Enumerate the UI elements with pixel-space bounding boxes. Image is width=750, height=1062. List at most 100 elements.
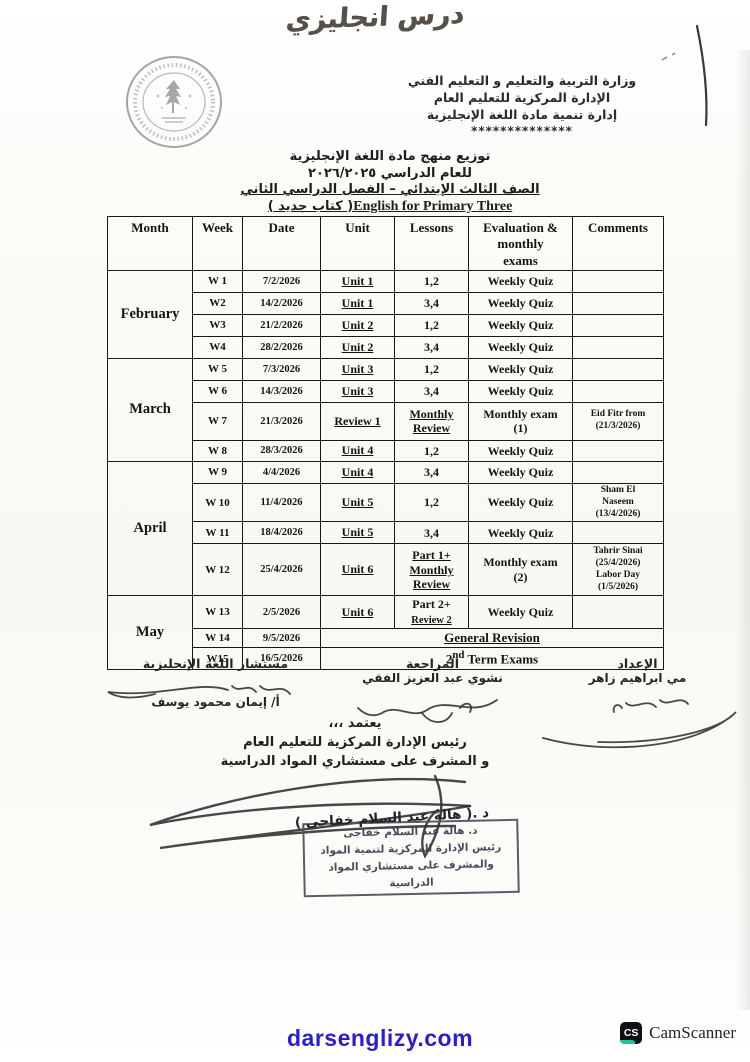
- month-cell: February: [107, 269, 193, 359]
- approval-signature: [149, 774, 472, 859]
- scan-edge-shadow: [736, 50, 750, 1010]
- week-cell: W 13: [192, 595, 243, 630]
- date-cell: 28/2/2026: [242, 335, 321, 359]
- unit-cell: Unit 5: [320, 521, 395, 545]
- comments-cell: [572, 521, 664, 545]
- date-cell: 11/4/2026: [242, 482, 321, 523]
- week-cell: W4: [192, 335, 243, 359]
- table-row: W 10 11/4/2026 Unit 5 1,2 Weekly Quiz Sh…: [108, 482, 664, 523]
- evaluation-cell: Weekly Quiz: [468, 595, 573, 630]
- consultant-block: مستشار اللغة الإنجليزية أ/ إيمان محمود ي…: [118, 656, 313, 709]
- month-cell: April: [107, 460, 193, 597]
- date-cell: 4/4/2026: [242, 460, 321, 484]
- week-cell: W 11: [192, 521, 243, 545]
- week-cell: W 8: [192, 439, 243, 462]
- week-cell: W 6: [192, 379, 243, 403]
- evaluation-cell: Weekly Quiz: [468, 460, 573, 484]
- evaluation-cell: Weekly Quiz: [468, 379, 573, 403]
- evaluation-cell: Weekly Quiz: [468, 482, 573, 523]
- col-header-week: Week: [192, 216, 243, 271]
- unit-cell: Unit 2: [320, 313, 395, 337]
- date-cell: 25/4/2026: [242, 543, 321, 597]
- approve-line-1: يعتمد ،،،: [328, 716, 382, 731]
- unit-cell: Review 1: [320, 401, 395, 441]
- official-stamp: د. هالة عبد السلام خفاجى رئيس الإدارة ال…: [302, 818, 520, 898]
- camscanner-icon: CS: [620, 1022, 643, 1044]
- unit-cell: Unit 2: [320, 335, 395, 359]
- comments-cell: [572, 357, 664, 381]
- table-row: W 6 14/3/2026 Unit 3 3,4 Weekly Quiz: [108, 379, 664, 403]
- col-header-month: Month: [107, 216, 193, 271]
- lessons-cell: 1,2: [394, 269, 469, 293]
- evaluation-cell: Monthly exam (2): [468, 543, 573, 597]
- week-cell: W 9: [192, 460, 243, 484]
- lessons-cell: 3,4: [394, 291, 469, 315]
- camscanner-watermark: CS CamScanner: [620, 1022, 736, 1044]
- stamp-line: والمشرف على مستشاري المواد الدراسية: [328, 858, 495, 890]
- table-row: W 12 25/4/2026 Unit 6 Part 1+ Monthly Re…: [108, 543, 664, 597]
- lessons-cell: 1,2: [394, 313, 469, 337]
- comments-cell: Eid Fitr from (21/3/2026): [572, 401, 664, 441]
- date-cell: 16/5/2026: [242, 647, 321, 670]
- title-line-2: للعام الدراسي ٢٠٢٦/٢٠٢٥: [308, 165, 472, 181]
- table-row: W15 16/5/2026 2nd Term Exams: [108, 647, 664, 670]
- prepared-name: مي ابراهيم زاهر: [588, 671, 687, 685]
- lessons-cell: 1,2: [394, 357, 469, 381]
- table-row: W4 28/2/2026 Unit 2 3,4 Weekly Quiz: [108, 335, 664, 359]
- table-row: May W 13 2/5/2026 Unit 6 Part 2+ Review …: [107, 595, 664, 670]
- review-label: المراجعة: [405, 656, 460, 671]
- title-line-3: الصف الثالث الإبتدائي – الفصل الدراسي ال…: [240, 182, 540, 197]
- week-cell: W 10: [192, 482, 243, 523]
- comments-cell: [572, 439, 664, 462]
- week-cell: W3: [192, 313, 243, 337]
- unit-cell: Unit 3: [320, 379, 395, 403]
- approve-line-2: رئيس الإدارة المركزية للتعليم العام: [243, 735, 467, 750]
- ministry-line: وزارة التربية والتعليم و التعليم الفني: [407, 73, 637, 88]
- date-cell: 21/2/2026: [242, 313, 321, 337]
- lessons-cell: Part 1+ Monthly Review: [394, 543, 469, 597]
- approval-block: يعتمد ،،، رئيس الإدارة المركزية للتعليم …: [160, 714, 550, 771]
- date-cell: 28/3/2026: [242, 439, 321, 462]
- prepared-signature: [542, 699, 737, 749]
- lessons-cell: Part 2+ Review 2: [394, 595, 469, 630]
- evaluation-cell: Monthly exam (1): [468, 401, 573, 441]
- stars-divider: **************: [471, 124, 573, 138]
- website-link[interactable]: darsenglizy.com: [287, 1025, 474, 1051]
- date-cell: 2/5/2026: [242, 595, 321, 630]
- lessons-cell: 3,4: [394, 335, 469, 359]
- date-cell: 9/5/2026: [242, 628, 321, 649]
- comments-cell: [572, 269, 664, 293]
- title-line-1: توزيع منهج مادة اللغة الإنجليزية: [289, 149, 491, 164]
- comments-cell: Sham El Naseem (13/4/2026): [572, 482, 664, 523]
- lessons-cell: 1,2: [394, 439, 469, 462]
- evaluation-cell: Weekly Quiz: [468, 291, 573, 315]
- review-name: نشوي عبد العزيز الفقي: [362, 671, 503, 685]
- ministry-header: وزارة التربية والتعليم و التعليم الفني ا…: [398, 72, 646, 140]
- title-book-note: ( كتاب جديد ): [267, 198, 354, 214]
- date-cell: 18/4/2026: [242, 521, 321, 545]
- lessons-cell: 1,2: [394, 482, 469, 523]
- title-english: English for Primary Three: [353, 198, 513, 214]
- evaluation-cell: Weekly Quiz: [468, 439, 573, 462]
- ministry-line: إدارة تنمية مادة اللغة الإنجليزية: [426, 107, 618, 122]
- prepared-label: الإعداد: [617, 656, 658, 671]
- col-header-unit: Unit: [320, 216, 395, 271]
- week-cell: W 14: [192, 628, 243, 649]
- table-row: March W 5 7/3/2026 Unit 3 1,2 Weekly Qui…: [107, 357, 664, 462]
- table-row: April W 9 4/4/2026 Unit 4 3,4 Weekly Qui…: [107, 460, 664, 597]
- prepared-by-block: الإعداد مي ابراهيم زاهر: [545, 656, 730, 685]
- comments-cell: [572, 595, 664, 630]
- week-cell: W 12: [192, 543, 243, 597]
- evaluation-cell: Weekly Quiz: [468, 269, 573, 293]
- title-line-4: ( كتاب جديد )English for Primary Three: [268, 199, 513, 216]
- week-cell: W 7: [192, 401, 243, 441]
- review-block: المراجعة نشوي عبد العزيز الفقي: [345, 656, 520, 685]
- consultant-label: مستشار اللغة الإنجليزية: [142, 656, 289, 671]
- unit-cell: Unit 1: [320, 291, 395, 315]
- table-header-row: Month Week Date Unit Lessons Evaluation …: [107, 216, 664, 271]
- camscanner-teal-swoosh: [620, 1040, 636, 1044]
- unit-cell: Unit 6: [320, 543, 395, 597]
- col-header-date: Date: [242, 216, 321, 271]
- evaluation-cell: Weekly Quiz: [468, 335, 573, 359]
- document-title: توزيع منهج مادة اللغة الإنجليزية للعام ا…: [215, 149, 565, 215]
